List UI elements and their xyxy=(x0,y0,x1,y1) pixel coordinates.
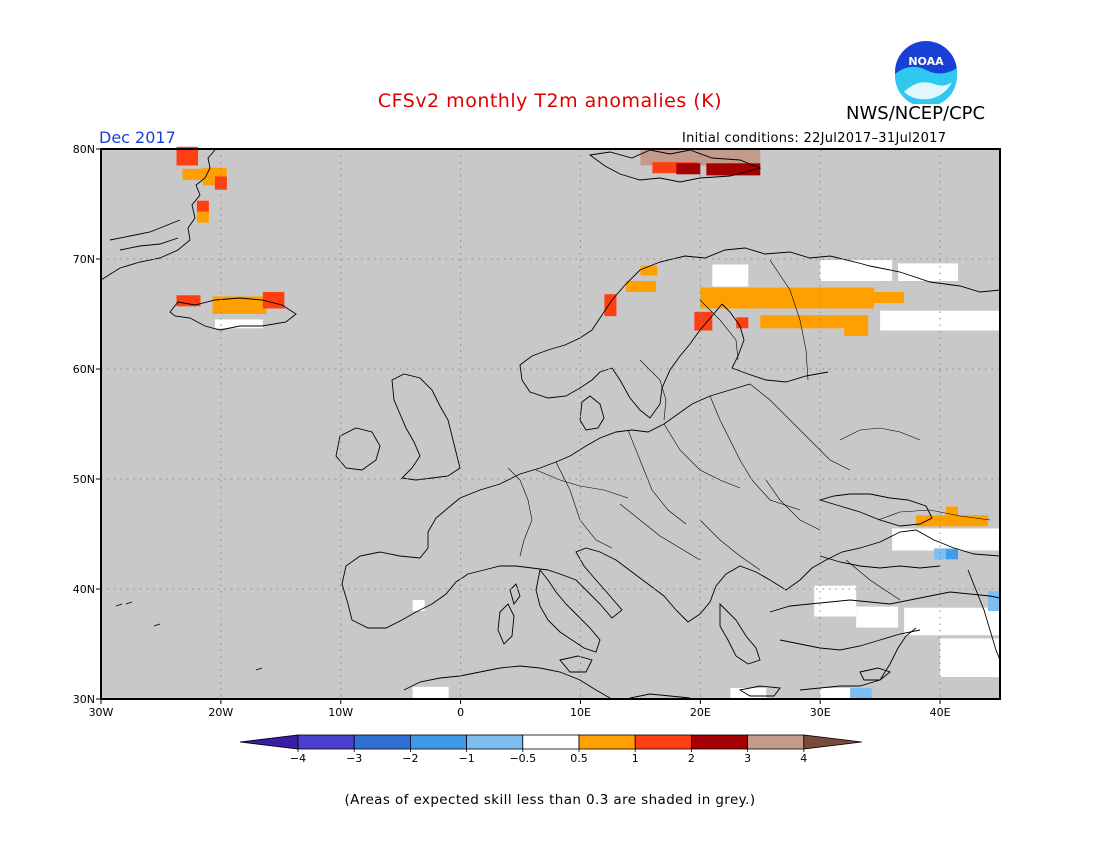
y-tick-label: 80N xyxy=(73,143,95,156)
map-title: CFSv2 monthly T2m anomalies (K) xyxy=(377,90,723,112)
colorbar-label: −2 xyxy=(402,752,418,765)
colorbar-swatch xyxy=(522,734,580,750)
anomaly-cell xyxy=(176,295,201,307)
anomaly-cell xyxy=(196,211,209,223)
x-tick-label: 30E xyxy=(810,706,831,719)
x-tick-label: 10W xyxy=(328,706,353,719)
y-tick-label: 30N xyxy=(73,693,95,706)
colorbar-label: −4 xyxy=(290,752,306,765)
colorbar-arrow-right xyxy=(803,734,862,750)
anomaly-cell xyxy=(412,600,425,611)
anomaly-cell xyxy=(820,688,851,699)
anomaly-cells xyxy=(176,146,1000,699)
anomaly-cell xyxy=(892,528,1000,551)
anomaly-cell xyxy=(856,606,899,628)
anomaly-cell xyxy=(988,591,1000,611)
anomaly-cell xyxy=(946,549,959,560)
anomaly-cell xyxy=(706,163,761,176)
y-tick-label: 70N xyxy=(73,253,95,266)
anomaly-cell xyxy=(868,292,905,303)
colorbar-swatch xyxy=(353,734,411,750)
colorbar-label: 2 xyxy=(688,752,695,765)
anomaly-cell xyxy=(934,548,959,560)
country-borders xyxy=(507,259,991,601)
x-tick-label: 20W xyxy=(208,706,233,719)
anomaly-cell xyxy=(850,688,872,699)
x-tick-label: 40E xyxy=(930,706,951,719)
anomaly-cell xyxy=(182,168,209,180)
anomaly-cell xyxy=(604,294,617,317)
x-tick-label: 30W xyxy=(89,706,114,719)
anomaly-cell xyxy=(214,319,263,329)
noaa-logo: NOAA xyxy=(894,40,958,108)
colorbar-swatch xyxy=(578,734,636,750)
map-ticks: 30W 20W 10W 0 10E 20E 30E 40E 30N 40N 50N 60N 70N 80N xyxy=(73,143,951,719)
colorbar-label: −3 xyxy=(346,752,362,765)
x-tick-label: 0 xyxy=(457,706,464,719)
anomaly-cell xyxy=(730,688,767,699)
colorbar-labels: −4 −3 −2 −1 −0.5 0.5 1 2 3 4 xyxy=(290,749,807,765)
initial-conditions-label: Initial conditions: 22Jul2017–31Jul2017 xyxy=(682,131,947,146)
anomaly-cell xyxy=(412,686,449,699)
colorbar-label: 1 xyxy=(632,752,639,765)
anomaly-cell xyxy=(694,311,713,331)
colorbar-swatch xyxy=(466,734,524,750)
anomaly-cell xyxy=(712,264,749,287)
skill-footnote: (Areas of expected skill less than 0.3 a… xyxy=(344,792,756,808)
anomaly-cell xyxy=(700,287,875,309)
colorbar-label: 0.5 xyxy=(570,752,588,765)
noaa-logo-icon: NOAA xyxy=(895,41,957,107)
y-tick-label: 40N xyxy=(73,583,95,596)
anomaly-cell xyxy=(760,315,869,329)
colorbar-swatches xyxy=(239,734,862,750)
x-tick-label: 20E xyxy=(690,706,711,719)
colorbar-label: −0.5 xyxy=(509,752,536,765)
colorbar-swatch xyxy=(747,734,805,750)
anomaly-cell xyxy=(640,265,658,276)
anomaly-cell xyxy=(820,260,893,281)
y-tick-label: 50N xyxy=(73,473,95,486)
anomaly-cell xyxy=(946,506,959,518)
anomaly-cell xyxy=(626,281,656,292)
colorbar-swatch xyxy=(409,734,467,750)
anomaly-cell xyxy=(676,163,701,175)
y-tick-label: 60N xyxy=(73,363,95,376)
noaa-logo-text: NOAA xyxy=(908,55,944,68)
anomaly-cell xyxy=(904,607,1000,636)
anomaly-cell xyxy=(940,638,1000,677)
organization-label: NWS/NCEP/CPC xyxy=(846,103,986,124)
coastlines xyxy=(100,149,1001,699)
anomaly-cell xyxy=(214,176,227,190)
anomaly-cell xyxy=(736,317,749,329)
anomaly-cell xyxy=(916,515,989,527)
colorbar-label: −1 xyxy=(458,752,474,765)
anomaly-cell xyxy=(196,200,209,212)
colorbar-arrow-left xyxy=(239,734,299,750)
anomaly-cell xyxy=(880,310,1000,331)
anomaly-cell xyxy=(844,325,869,336)
colorbar-swatch xyxy=(691,734,749,750)
map-gridlines xyxy=(101,149,1000,699)
forecast-month-label: Dec 2017 xyxy=(99,128,176,147)
anomaly-cell xyxy=(212,296,267,314)
colorbar-swatch xyxy=(634,734,692,750)
colorbar-label: 3 xyxy=(744,752,751,765)
x-tick-label: 10E xyxy=(570,706,591,719)
colorbar-swatch xyxy=(297,734,355,750)
colorbar-label: 4 xyxy=(800,752,807,765)
anomaly-cell xyxy=(176,146,199,166)
anomaly-cell xyxy=(652,162,698,174)
map-frame xyxy=(100,148,1001,700)
